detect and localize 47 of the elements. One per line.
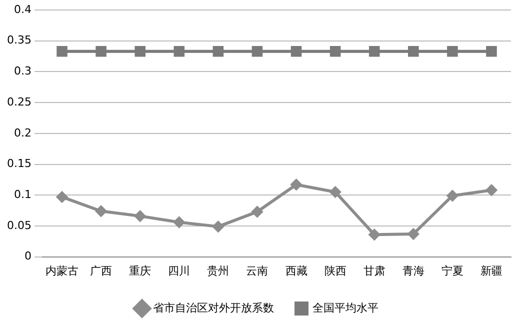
- x-tick-label: 陕西: [324, 264, 346, 278]
- x-tick-label: 广西: [90, 264, 112, 278]
- point: [330, 46, 341, 57]
- point: [447, 46, 458, 57]
- point: [252, 46, 263, 57]
- point: [134, 210, 146, 222]
- y-tick-label: 0.15: [6, 157, 32, 170]
- point: [174, 46, 185, 57]
- x-tick-label: 重庆: [129, 264, 152, 278]
- point: [96, 46, 106, 57]
- x-tick-label: 四川: [168, 264, 190, 278]
- point: [212, 221, 224, 232]
- y-tick-label: 0.3: [14, 64, 32, 78]
- x-tick-label: 甘肃: [363, 264, 386, 278]
- legend-label: 全国平均水平: [312, 301, 378, 314]
- point: [96, 206, 107, 217]
- y-tick-label: 0.4: [14, 2, 32, 16]
- legend-label: 省市自治区对外开放系数: [153, 301, 274, 314]
- y-tick-label: 0.25: [6, 95, 32, 108]
- x-tick-label: 西藏: [285, 264, 308, 278]
- point: [368, 229, 380, 240]
- point: [486, 46, 497, 57]
- x-tick-label: 青海: [402, 264, 424, 278]
- y-tick-label: 0.05: [6, 218, 32, 232]
- y-tick-label: 0.1: [14, 188, 32, 201]
- x-tick-label: 云南: [246, 264, 268, 278]
- point: [330, 186, 341, 198]
- point: [408, 46, 419, 57]
- x-tick-label: 新疆: [480, 264, 502, 278]
- y-tick-label: 0: [24, 250, 32, 263]
- point: [134, 46, 146, 57]
- point: [290, 46, 302, 57]
- x-tick-label: 宁夏: [441, 264, 464, 278]
- y-tick-label: 0.35: [6, 34, 32, 47]
- point: [486, 184, 497, 196]
- point: [56, 46, 68, 57]
- x-tick-label: 内蒙古: [46, 264, 79, 278]
- x-tick-label: 贵州: [207, 264, 230, 278]
- point: [368, 46, 380, 57]
- point: [446, 190, 458, 202]
- point: [290, 179, 302, 190]
- y-tick-label: 0.2: [14, 126, 32, 140]
- point: [174, 216, 185, 228]
- point: [56, 191, 68, 202]
- point: [408, 228, 419, 240]
- point: [252, 206, 263, 218]
- point: [212, 46, 224, 57]
